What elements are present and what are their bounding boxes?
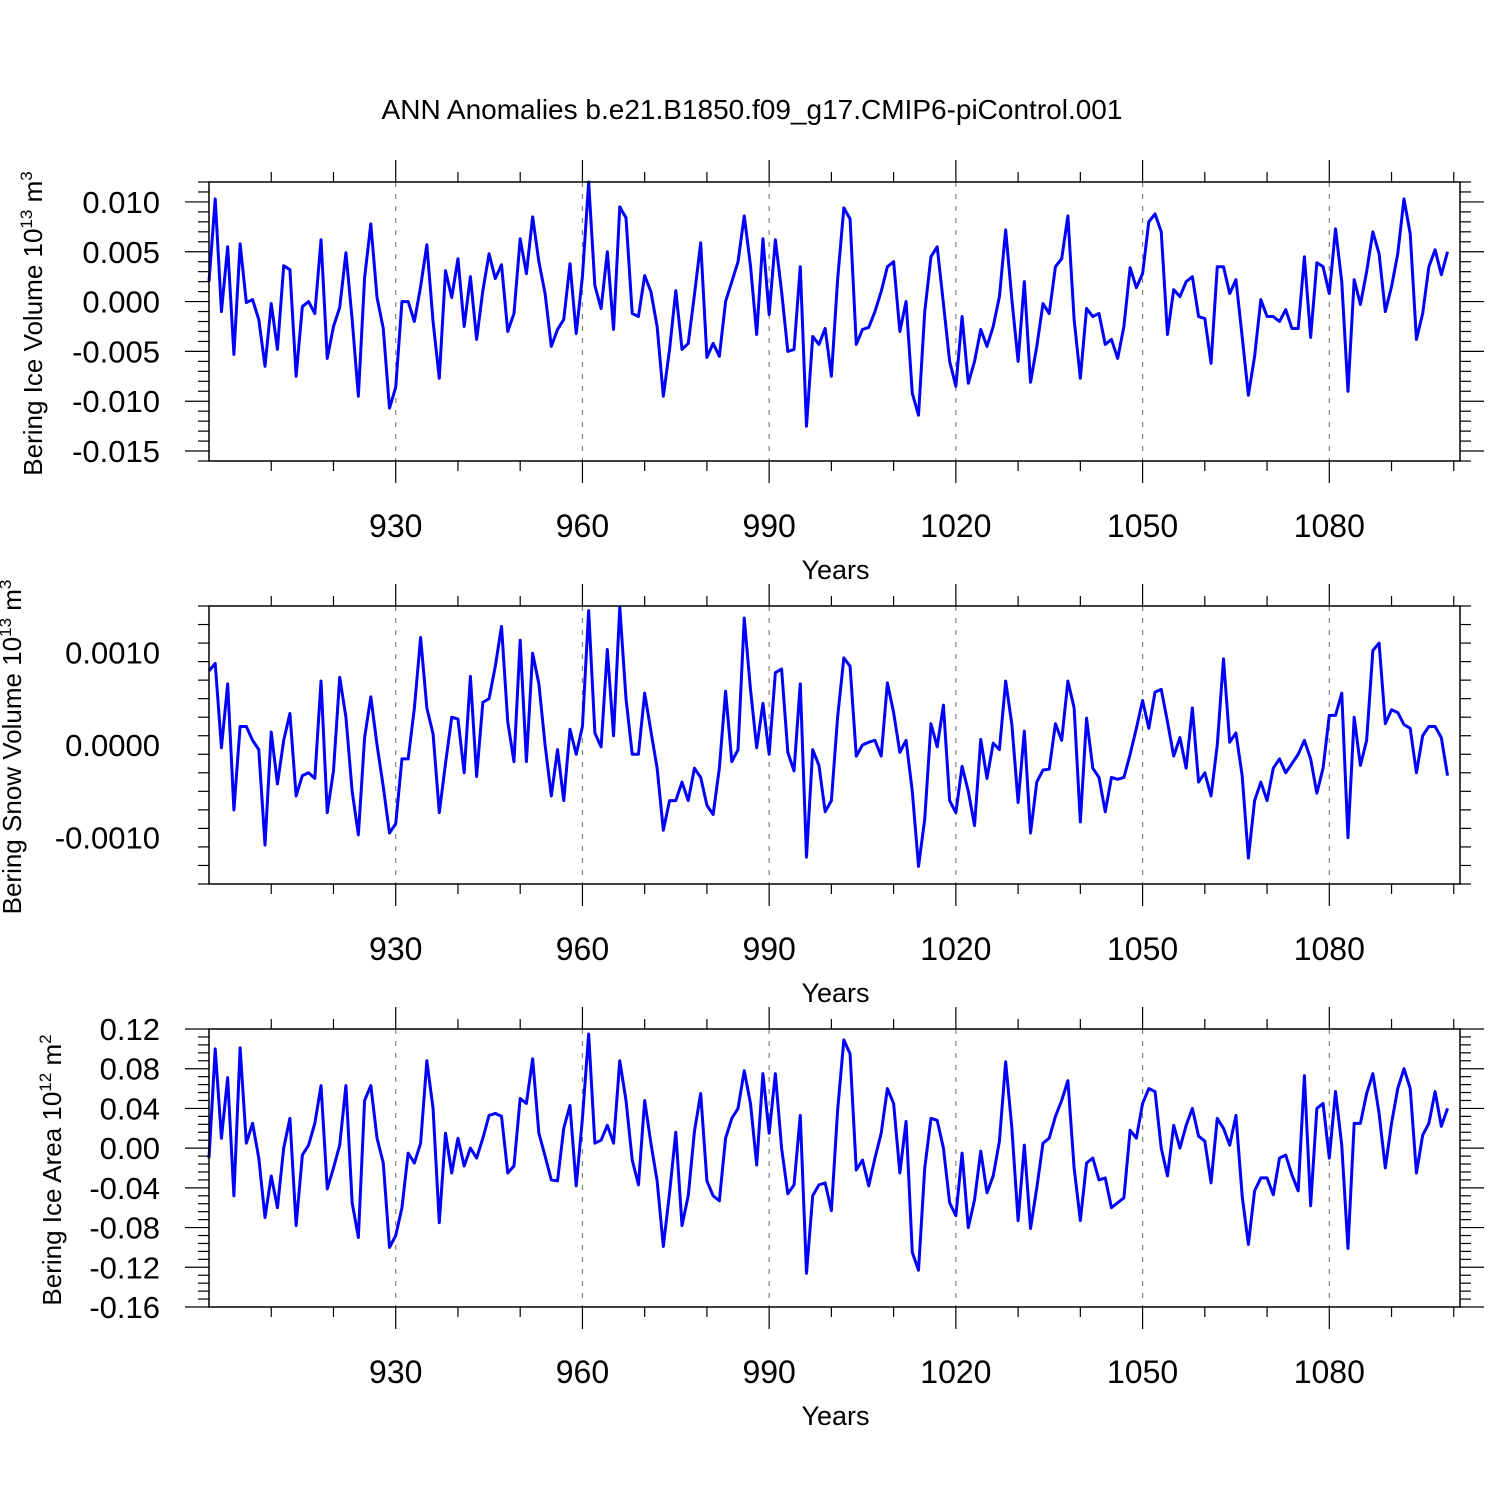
y-tick-label: -0.005 — [72, 334, 160, 369]
x-tick-label: 990 — [742, 1354, 795, 1390]
plot-frame — [208, 1028, 1461, 1308]
y-axis-label-unit: m — [18, 181, 48, 210]
x-tick-label: 930 — [369, 931, 422, 967]
y-tick-label: -0.08 — [89, 1211, 160, 1246]
panel-3: 930 960 990 1020 1050 1080 0.12 0.08 0.04 0.00 -0.… — [36, 1007, 1484, 1431]
x-tick-label: 990 — [742, 508, 795, 544]
x-axis-label: Years — [801, 1401, 869, 1431]
y-axis-label: Bering Ice Area 1012 m2 — [36, 1034, 67, 1305]
y-axis-label-unit-exponent: 3 — [0, 580, 15, 589]
x-tick-label: 990 — [742, 931, 795, 967]
x-tick-label: 960 — [556, 1354, 609, 1390]
x-tick-label: 1080 — [1294, 1354, 1365, 1390]
y-axis-label-main: Bering Snow Volume 10 — [0, 637, 27, 915]
y-axis-label-unit: m — [37, 1044, 67, 1073]
chart-panels: 930 960 990 1020 1050 1080 0.010 0.005 0.000 -0.0… — [0, 160, 1484, 1431]
x-tick-label: 1080 — [1294, 508, 1365, 544]
y-tick-label: 0.0010 — [65, 635, 160, 670]
y-tick-label: 0.04 — [100, 1091, 160, 1126]
x-tick-label: 930 — [369, 508, 422, 544]
data-line — [207, 1032, 1449, 1275]
data-line — [207, 180, 1449, 428]
y-tick-label: -0.16 — [89, 1290, 160, 1325]
panel-2: 930 960 990 1020 1050 1080 0.0010 0.0000 -0.0010… — [0, 580, 1471, 1008]
x-axis-label: Years — [801, 978, 869, 1008]
y-tick-label: 0.000 — [82, 285, 160, 320]
x-tick-label: 1050 — [1107, 1354, 1178, 1390]
y-axis-label-unit: m — [0, 589, 27, 618]
x-tick-label: 1080 — [1294, 931, 1365, 967]
x-tick-label: 960 — [556, 508, 609, 544]
y-tick-label: 0.12 — [100, 1012, 160, 1047]
panel-1: 930 960 990 1020 1050 1080 0.010 0.005 0.000 -0.0… — [17, 160, 1484, 585]
y-tick-label: -0.010 — [72, 384, 160, 419]
y-axis-label: Bering Snow Volume 1013 m3 — [0, 580, 27, 915]
y-axis-label: Bering Ice Volume 1013 m3 — [17, 171, 48, 475]
y-axis-label-unit-exponent: 3 — [17, 171, 36, 180]
x-axis-label: Years — [801, 555, 869, 585]
y-tick-label: -0.12 — [89, 1250, 160, 1285]
y-tick-label: 0.005 — [82, 235, 160, 270]
x-tick-label: 1020 — [920, 1354, 991, 1390]
y-axis-label-main: Bering Ice Volume 10 — [18, 229, 48, 476]
y-tick-label: -0.04 — [89, 1171, 160, 1206]
x-tick-label: 1050 — [1107, 931, 1178, 967]
y-axis-label-unit-exponent: 2 — [36, 1034, 55, 1043]
x-tick-label: 1050 — [1107, 508, 1178, 544]
y-tick-label: 0.0000 — [65, 728, 160, 763]
x-tick-label: 960 — [556, 931, 609, 967]
y-axis-label-exponent: 13 — [0, 618, 15, 637]
y-tick-label: 0.010 — [82, 185, 160, 220]
y-tick-label: 0.00 — [100, 1131, 160, 1166]
y-axis-label-main: Bering Ice Area 10 — [37, 1092, 67, 1306]
plot-frame — [208, 605, 1461, 885]
x-tick-label: 1020 — [920, 931, 991, 967]
chart-title: ANN Anomalies b.e21.B1850.f09_g17.CMIP6-… — [382, 94, 1123, 125]
y-tick-label: -0.015 — [72, 434, 160, 469]
x-tick-label: 930 — [369, 1354, 422, 1390]
y-tick-label: 0.08 — [100, 1052, 160, 1087]
y-axis-label-exponent: 13 — [17, 210, 36, 229]
y-axis-label-exponent: 12 — [36, 1073, 55, 1092]
data-line — [207, 605, 1450, 868]
x-tick-label: 1020 — [920, 508, 991, 544]
y-tick-label: -0.0010 — [55, 821, 160, 856]
